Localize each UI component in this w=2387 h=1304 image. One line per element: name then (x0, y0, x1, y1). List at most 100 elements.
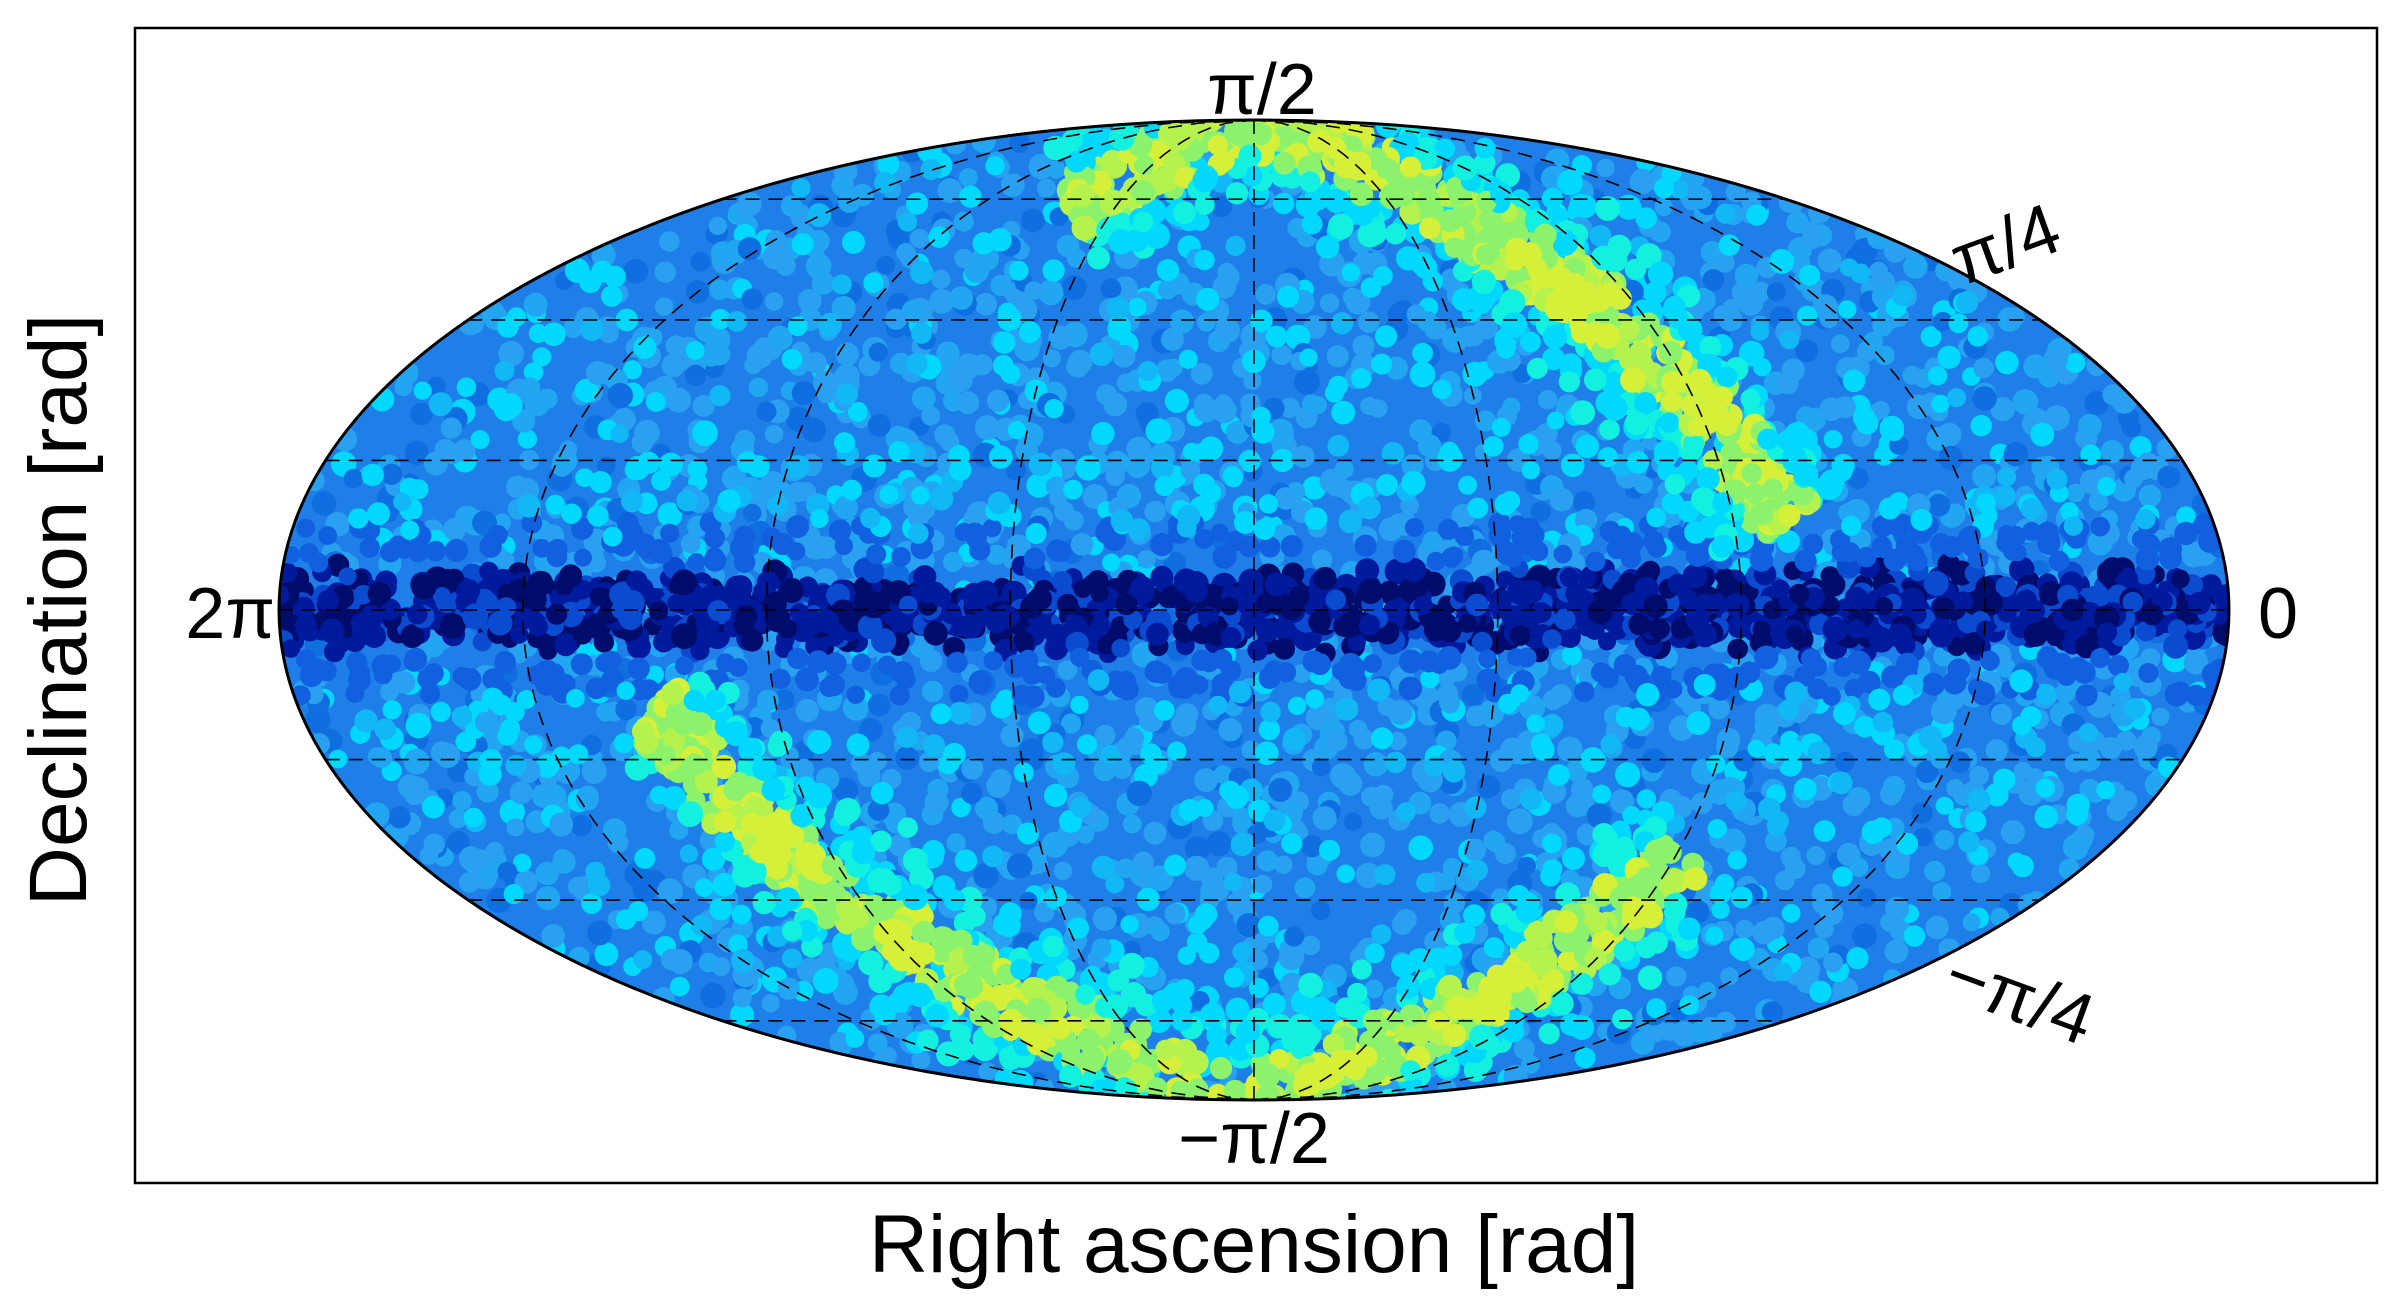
scatter-point-bright (1715, 203, 1736, 224)
scatter-point (1927, 493, 1951, 517)
scatter-point-equator-edge (2090, 648, 2110, 669)
scatter-point (1521, 461, 1541, 480)
scatter-point (931, 269, 951, 289)
scatter-point-bright (478, 762, 502, 786)
scatter-point (446, 830, 470, 854)
scatter-point-bright (400, 520, 420, 540)
scatter-point (452, 791, 472, 811)
scatter-point-equator (1247, 640, 1268, 661)
scatter-point (631, 432, 653, 454)
scatter-point-bright (1178, 799, 1201, 822)
scatter-point (895, 746, 919, 770)
scatter-point-bright (2113, 672, 2132, 692)
scatter-point-band-north (1357, 71, 1380, 94)
scatter-point-equator-edge (2072, 661, 2096, 684)
scatter-point (1995, 350, 2019, 375)
scatter-point-bright (1993, 768, 2016, 792)
scatter-point-equator-edge (834, 536, 853, 556)
scatter-point-equator-edge (705, 547, 724, 566)
scatter-point-bright (1120, 915, 1139, 934)
scatter-point-bright (1440, 441, 1460, 462)
scatter-point (1092, 906, 1118, 931)
scatter-point (742, 503, 762, 523)
scatter-point-bright (676, 489, 698, 512)
scatter-point (430, 701, 451, 722)
scatter-point-equator-edge (1454, 526, 1475, 547)
scatter-point (1834, 751, 1855, 773)
scatter-point-equator-edge (1110, 675, 1134, 698)
scatter-point (506, 818, 525, 837)
scatter-point-equator (1724, 592, 1750, 618)
scatter-point-bright (1707, 819, 1727, 839)
scatter-point (1360, 397, 1379, 416)
scatter-point-equator-edge (2131, 530, 2151, 549)
scatter-point (1294, 877, 1316, 899)
scatter-point-equator-edge (733, 525, 756, 548)
scatter-point (1094, 724, 1116, 746)
scatter-point-bright (2012, 715, 2032, 736)
scatter-point-bright (1693, 673, 1716, 696)
scatter-point (1571, 778, 1594, 801)
scatter-point-bright (896, 726, 918, 748)
scatter-point-equator-edge (1151, 663, 1172, 684)
scatter-point-bright (831, 274, 852, 295)
scatter-point-equator (1693, 593, 1717, 617)
scatter-point (1781, 904, 1801, 923)
scatter-point (1042, 349, 1061, 368)
scatter-point-equator (317, 589, 339, 612)
scatter-point-equator (1357, 578, 1384, 604)
scatter-point-bright (1189, 443, 1209, 463)
scatter-point (1070, 695, 1089, 715)
scatter-point-equator (1184, 578, 1209, 603)
scatter-point-equator-edge (786, 515, 810, 539)
scatter-point (1140, 743, 1162, 765)
scatter-point (2062, 834, 2089, 861)
scatter-point (1312, 806, 1337, 831)
scatter-point-bright (767, 494, 789, 517)
scatter-point-bright (456, 377, 477, 398)
scatter-point-bright (1164, 854, 1186, 877)
scatter-point-equator-edge (890, 661, 914, 684)
scatter-point (1823, 952, 1843, 973)
scatter-point-bright (1767, 810, 1789, 833)
scatter-point (946, 833, 966, 853)
scatter-point-equator (958, 614, 983, 639)
scatter-point-bright (1224, 785, 1249, 809)
scatter-point (1283, 926, 1305, 947)
scatter-point-bright (2097, 477, 2117, 496)
scatter-point-bright (1500, 490, 1521, 511)
scatter-point-bright (620, 489, 644, 513)
scatter-point-equator (1146, 622, 1169, 646)
scatter-point-bright (361, 463, 384, 487)
scatter-point-bright (481, 687, 504, 710)
scatter-point (906, 192, 929, 215)
scatter-point (1143, 821, 1167, 845)
scatter-point-bright (1299, 348, 1318, 367)
scatter-point-equator-edge (1398, 676, 1423, 701)
scatter-point-equator-edge (822, 674, 845, 697)
scatter-point (1000, 173, 1025, 198)
scatter-point (1418, 434, 1442, 458)
scatter-point (1485, 831, 1506, 852)
scatter-point (1948, 751, 1971, 774)
scatter-point-bright (807, 203, 832, 228)
scatter-point-bright (1331, 400, 1356, 425)
scatter-point (1439, 691, 1460, 713)
scatter-point (1124, 728, 1145, 748)
scatter-point (311, 491, 337, 516)
scatter-point-bright (1091, 855, 1115, 879)
scatter-point (1122, 814, 1142, 834)
scatter-point (1875, 345, 1895, 366)
scatter-point-bright (1327, 434, 1350, 457)
scatter-point-bright (1878, 497, 1901, 520)
scatter-point (2106, 799, 2128, 822)
scatter-point (1734, 263, 1759, 288)
scatter-point-equator-edge (954, 522, 974, 542)
scatter-point-bright (1281, 832, 1303, 855)
scatter-point-equator-edge (1168, 680, 1187, 699)
scatter-point (628, 901, 649, 922)
scatter-point (867, 413, 891, 437)
scatter-point-bright (566, 689, 585, 708)
scatter-point-bright (1842, 369, 1866, 393)
scatter-point-bright (1994, 485, 2017, 507)
